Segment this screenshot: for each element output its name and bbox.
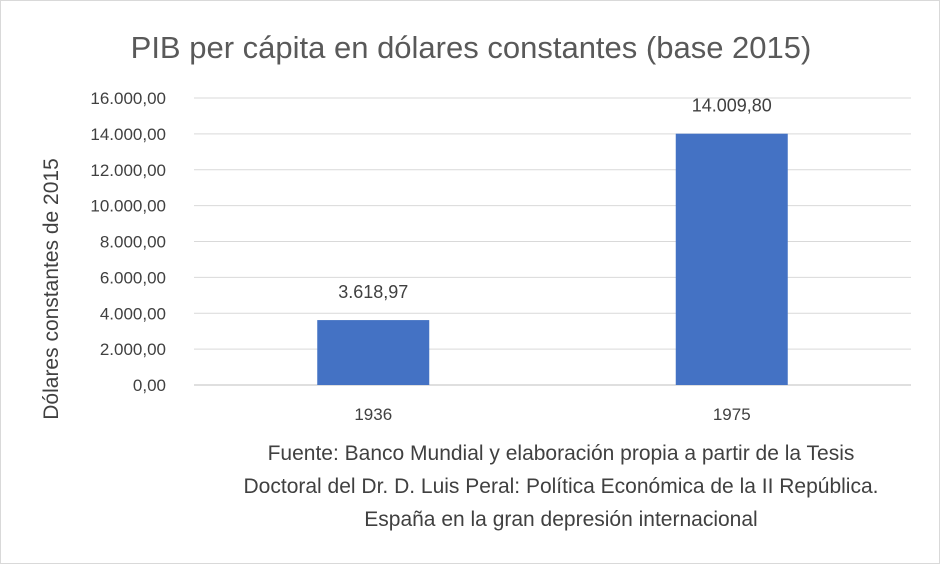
bars	[317, 133, 788, 385]
data-label: 3.618,97	[338, 282, 408, 302]
y-tick-label: 10.000,00	[90, 197, 166, 216]
y-tick-label: 8.000,00	[100, 233, 166, 252]
y-axis-label: Dólares constantes de 2015	[40, 158, 63, 420]
source-note-line: Doctoral del Dr. D. Luis Peral: Política…	[244, 475, 879, 498]
y-axis-ticks: 0,00 2.000,00 4.000,00 6.000,00 8.000,00 10.0…	[90, 89, 166, 395]
y-tick-label: 4.000,00	[100, 304, 166, 323]
source-note-line: Fuente: Banco Mundial y elaboración prop…	[268, 442, 855, 465]
bar	[675, 133, 788, 385]
y-tick-label: 14.000,00	[90, 125, 166, 144]
x-tick-label: 1975	[713, 405, 751, 424]
bar	[317, 320, 430, 385]
source-note: Fuente: Banco Mundial y elaboración prop…	[244, 442, 879, 531]
y-tick-label: 12.000,00	[90, 161, 166, 180]
x-tick-label: 1936	[354, 405, 392, 424]
chart-title: PIB per cápita en dólares constantes (ba…	[131, 30, 812, 65]
y-tick-label: 0,00	[133, 376, 166, 395]
y-tick-label: 16.000,00	[90, 89, 166, 108]
data-label: 14.009,80	[692, 96, 772, 116]
gridlines	[194, 97, 911, 386]
y-tick-label: 2.000,00	[100, 340, 166, 359]
y-tick-label: 6.000,00	[100, 268, 166, 287]
source-note-line: España en la gran depresión internaciona…	[364, 508, 757, 531]
x-axis-ticks: 1936 1975	[354, 405, 750, 424]
data-labels: 3.618,97 14.009,80	[338, 96, 772, 302]
